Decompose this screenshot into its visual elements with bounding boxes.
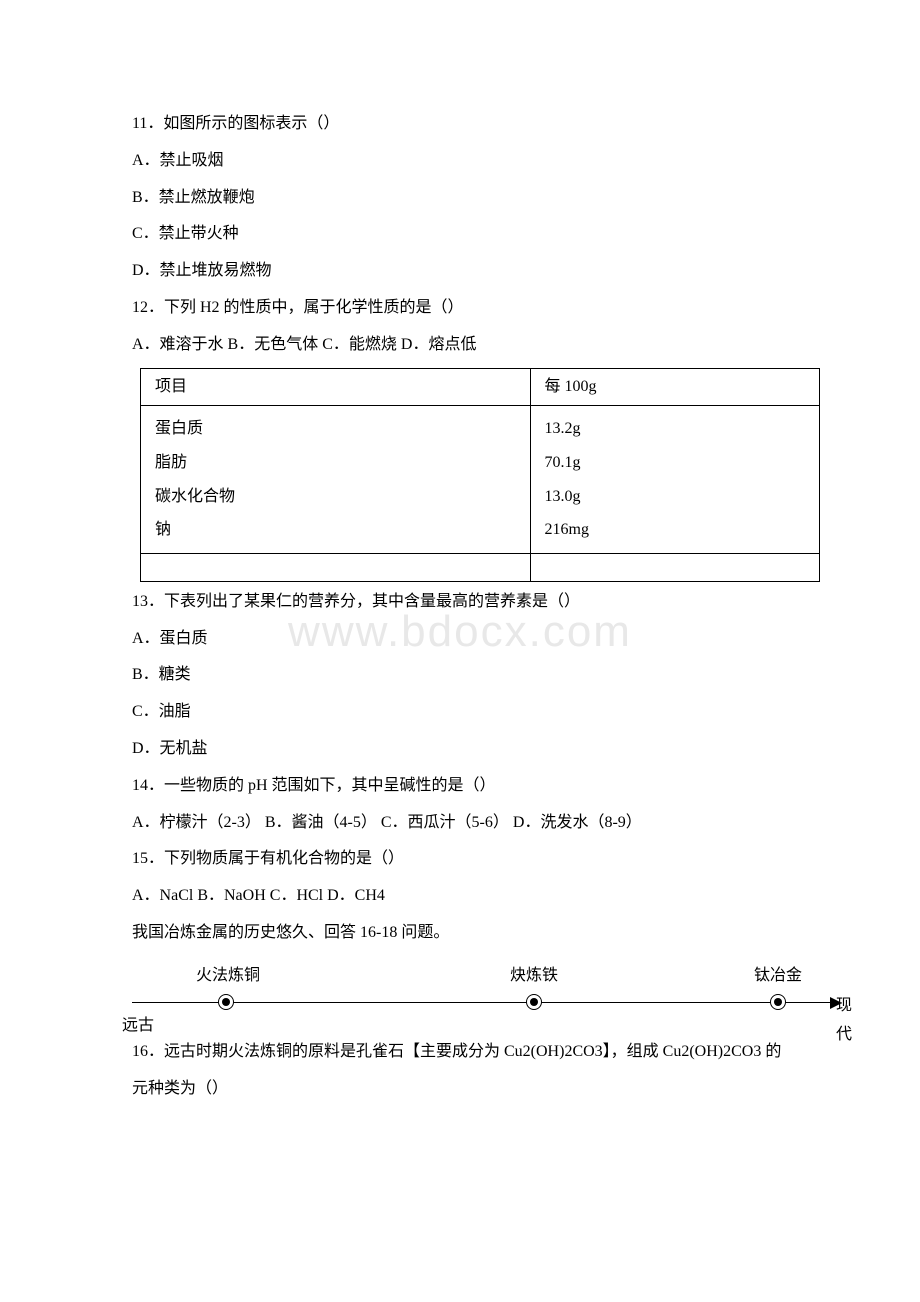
timeline-node2-label: 炔炼铁 (510, 962, 558, 991)
q15-options: A．NaCl B．NaOH C．HCl D．CH4 (100, 882, 820, 911)
q15-stem: 15．下列物质属于有机化合物的是（） (100, 845, 820, 874)
table-data-row: 蛋白质 脂肪 碳水化合物 钠 13.2g 70.1g 13.0g 216mg (141, 406, 820, 553)
table-header-row: 项目 每 100g (141, 368, 820, 406)
timeline-left-label: 远古 (122, 1012, 154, 1041)
q14-stem: 14．一些物质的 pH 范围如下，其中呈碱性的是（） (100, 772, 820, 801)
nutrition-table: 项目 每 100g 蛋白质 脂肪 碳水化合物 钠 13.2g 70.1g 13.… (140, 368, 820, 582)
table-values-cell: 13.2g 70.1g 13.0g 216mg (530, 406, 819, 553)
timeline-node1-label: 火法炼铜 (196, 962, 260, 991)
timeline-node3-label: 钛冶金 (754, 962, 802, 991)
timeline-node1-marker (218, 994, 234, 1010)
timeline-node2-marker (526, 994, 542, 1010)
q12-stem: 12．下列 H2 的性质中，属于化学性质的是（） (100, 294, 820, 323)
table-items-cell: 蛋白质 脂肪 碳水化合物 钠 (141, 406, 531, 553)
table-header-col1: 项目 (141, 368, 531, 406)
q11-option-d: D．禁止堆放易燃物 (100, 257, 820, 286)
q11-option-c: C．禁止带火种 (100, 220, 820, 249)
q11-stem: 11．如图所示的图标表示（） (100, 110, 820, 139)
q16-stem-line2: 元种类为（） (100, 1075, 820, 1104)
context-line: 我国冶炼金属的历史悠久、回答 16-18 问题。 (100, 919, 820, 948)
document-body: 11．如图所示的图标表示（） A．禁止吸烟 B．禁止燃放鞭炮 C．禁止带火种 D… (100, 110, 820, 1103)
timeline-node3-marker (770, 994, 786, 1010)
q12-options: A．难溶于水 B．无色气体 C．能燃烧 D．熔点低 (100, 331, 820, 360)
table-empty-cell-2 (530, 553, 819, 581)
table-empty-row (141, 553, 820, 581)
q16-stem-line1: 16．远古时期火法炼铜的原料是孔雀石【主要成分为 Cu2(OH)2CO3】，组成… (100, 1038, 820, 1067)
timeline-diagram: 火法炼铜 炔炼铁 钛冶金 远古 现代 (132, 960, 852, 1032)
q13-option-b: B．糖类 (100, 661, 820, 690)
timeline-right-label: 现代 (836, 992, 852, 1050)
q13-option-a: A．蛋白质 (100, 625, 820, 654)
table-empty-cell-1 (141, 553, 531, 581)
q13-option-c: C．油脂 (100, 698, 820, 727)
q11-option-a: A．禁止吸烟 (100, 147, 820, 176)
q11-option-b: B．禁止燃放鞭炮 (100, 184, 820, 213)
q13-option-d: D．无机盐 (100, 735, 820, 764)
q13-stem: 13．下表列出了某果仁的营养分，其中含量最高的营养素是（） (100, 588, 820, 617)
table-header-col2: 每 100g (530, 368, 819, 406)
q14-options: A．柠檬汁（2-3） B．酱油（4-5） C．西瓜汁（5-6） D．洗发水（8-… (100, 809, 820, 838)
timeline-axis-line (132, 1002, 832, 1003)
